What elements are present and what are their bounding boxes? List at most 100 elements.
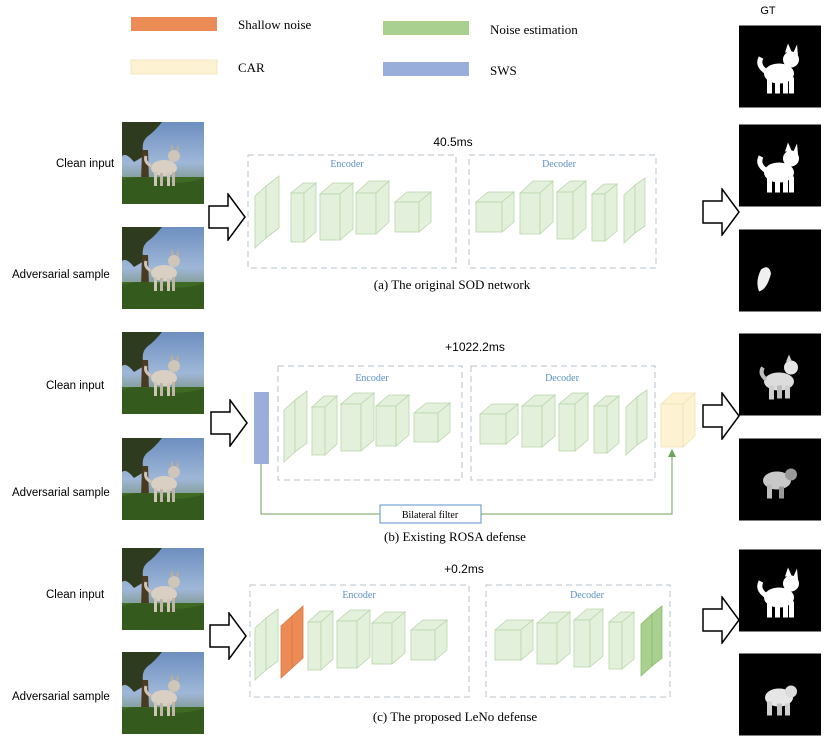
- block-c-e3-side: [356, 609, 371, 669]
- legend-swatch-shallow-noise: [131, 17, 217, 31]
- shallow-noise-side: [291, 605, 304, 669]
- block-a-e3-side: [339, 182, 354, 241]
- output-arrow-b: [702, 392, 740, 440]
- adversarial-image-b: [122, 438, 204, 520]
- legend-label-sws: SWS: [490, 63, 517, 78]
- block-b-d3-side: [574, 392, 589, 452]
- block-a-e4: [355, 192, 377, 235]
- block-a-d1: [475, 201, 503, 233]
- label-clean-input-b: Clean input: [46, 380, 105, 392]
- block-c-d2: [536, 622, 558, 665]
- timing-b: +1022.2ms: [445, 340, 505, 354]
- block-c-e1-side: [265, 608, 279, 671]
- block-b-d2: [521, 405, 543, 448]
- block-c-d1-side: [520, 619, 534, 661]
- block-b-e4-side: [395, 394, 410, 447]
- block-a-d3: [556, 191, 574, 240]
- car-block-side: [682, 392, 696, 448]
- block-c-d4: [608, 621, 623, 670]
- decoder-box-b: [470, 365, 656, 481]
- output-clean-a: [739, 125, 821, 207]
- legend-swatch-noise-estimation: [383, 21, 469, 35]
- block-a-d5: [623, 184, 636, 244]
- legend: Shallow noise Noise estimation CAR SWS: [130, 17, 578, 78]
- block-b-d3: [558, 403, 576, 452]
- encoder-blocks-a: [254, 175, 433, 249]
- decoder-blocks-a: [474, 177, 646, 244]
- adversarial-image-a: [122, 227, 204, 309]
- legend-swatch-sws: [383, 62, 469, 76]
- encoder-label-a: Encoder: [330, 159, 364, 170]
- output-adversarial-a: [739, 229, 821, 312]
- sws-block-b: [254, 392, 269, 464]
- block-a-e1: [254, 185, 267, 249]
- gt-label: GT: [760, 5, 776, 17]
- panel-a: Clean input Adversarial sample 40.5ms En…: [12, 122, 821, 312]
- block-a-d4-side: [604, 183, 618, 242]
- noise-estimation-front: [640, 613, 653, 677]
- decoder-box-a: [468, 154, 657, 269]
- block-b-e5: [413, 412, 439, 443]
- block-b-e3-side: [360, 392, 375, 452]
- block-c-d1: [494, 629, 522, 661]
- encoder-box-b: [277, 365, 463, 481]
- decoder-box-c: [485, 584, 671, 698]
- caption-c: (c) The proposed LeNo defense: [373, 709, 538, 724]
- block-b-e1: [283, 399, 296, 463]
- block-b-e1-side: [294, 390, 308, 453]
- gt-mask-image: [739, 26, 821, 108]
- block-b-e2: [311, 406, 326, 456]
- car-block-front: [660, 403, 684, 448]
- block-a-e4-side: [375, 180, 390, 235]
- block-b-d4: [593, 405, 608, 454]
- block-b-e2-side: [324, 395, 338, 456]
- output-adversarial-c: [739, 653, 821, 736]
- caption-a: (a) The original SOD network: [374, 277, 531, 292]
- block-c-e1: [254, 617, 267, 681]
- block-c-d3: [573, 619, 591, 668]
- block-a-d1-side: [501, 191, 515, 233]
- shallow-noise-front: [280, 615, 293, 679]
- input-arrow-c: [209, 612, 247, 660]
- block-a-e2-side: [303, 182, 317, 243]
- block-c-e4: [371, 622, 393, 665]
- timing-c: +0.2ms: [444, 562, 484, 576]
- decoder-label-c: Decoder: [570, 590, 605, 601]
- block-b-e3: [340, 403, 362, 452]
- decoder-blocks-c: [493, 608, 636, 670]
- block-a-d5-side: [634, 177, 646, 234]
- encoder-label-b: Encoder: [355, 373, 389, 384]
- encoder-blocks-c-rest: [306, 609, 449, 671]
- legend-label-noise-estimation: Noise estimation: [490, 22, 578, 37]
- block-c-e4-side: [391, 611, 406, 665]
- output-arrow-c: [702, 596, 740, 644]
- encoder-box-c: [249, 584, 470, 698]
- block-a-d4: [591, 193, 606, 242]
- decoder-blocks-b: [478, 389, 648, 456]
- bilateral-filter-label: Bilateral filter: [402, 510, 459, 521]
- block-c-e3: [336, 620, 358, 669]
- block-b-d1-side: [505, 403, 519, 445]
- block-b-d5-side: [636, 389, 648, 446]
- bilateral-filter-box: [379, 504, 482, 524]
- output-arrow-a: [702, 188, 740, 236]
- noise-estimation-block-c: [640, 605, 663, 677]
- caption-b: (b) Existing ROSA defense: [384, 529, 526, 544]
- clean-input-image-b: [122, 332, 204, 414]
- car-block-b: [659, 392, 697, 448]
- legend-label-shallow-noise: Shallow noise: [238, 17, 312, 32]
- clean-input-image-a: [122, 122, 204, 204]
- decoder-label-a: Decoder: [542, 159, 577, 170]
- input-arrow-b: [210, 399, 248, 447]
- panel-b: Clean input Adversarial sample +1022.2ms…: [12, 332, 821, 544]
- panel-c: Clean input Adversarial sample +0.2ms En…: [12, 548, 821, 736]
- block-c-e2: [307, 621, 322, 671]
- block-a-e5-side: [418, 191, 432, 233]
- block-b-d5: [625, 396, 638, 456]
- label-adversarial-b: Adversarial sample: [12, 487, 110, 499]
- block-b-d1: [479, 413, 507, 445]
- bilateral-line-right: [481, 449, 676, 515]
- encoder-blocks-b: [283, 390, 452, 463]
- legend-swatch-car: [130, 59, 218, 75]
